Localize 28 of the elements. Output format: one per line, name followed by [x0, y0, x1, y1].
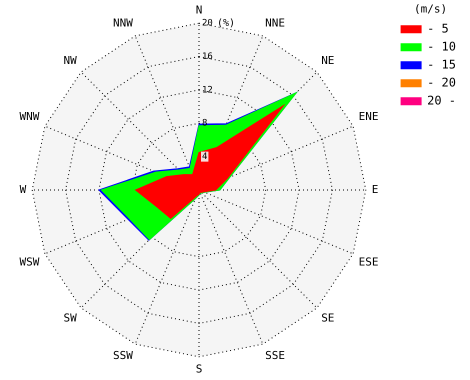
spoke-label: NNE: [265, 16, 286, 30]
y-tick-label: 12: [202, 85, 213, 96]
spoke-label: SSE: [265, 349, 286, 362]
spoke-label: SW: [64, 312, 78, 325]
spoke-label: SE: [321, 312, 334, 325]
y-tick-label: 16: [202, 52, 213, 62]
legend-title: (m/s): [414, 2, 448, 16]
legend-label: - 10: [427, 39, 456, 54]
legend-label: - 15: [427, 57, 456, 72]
y-tick-label: 4: [202, 152, 208, 162]
spoke-label: NW: [64, 54, 78, 68]
spoke-label: N: [196, 3, 202, 16]
spoke-label: E: [372, 182, 378, 196]
legend-label: - 5: [427, 21, 449, 36]
spoke-label: NNW: [112, 16, 134, 30]
text: (%): [217, 18, 236, 29]
y-tick-label: 20: [202, 18, 213, 29]
legend-label: - 20: [427, 75, 456, 90]
spoke-label: WSW: [19, 256, 40, 269]
spoke-label: SSW: [112, 349, 134, 362]
y-tick-label: 8: [202, 118, 208, 129]
spoke-label: S: [196, 362, 202, 376]
spoke-label: WNW: [19, 110, 40, 124]
spoke-label: ENE: [358, 110, 379, 124]
spoke-label: ESE: [358, 256, 379, 269]
spoke-label: NE: [321, 54, 334, 68]
spoke-label: W: [20, 182, 27, 196]
legend-label: 20 -: [427, 93, 456, 108]
